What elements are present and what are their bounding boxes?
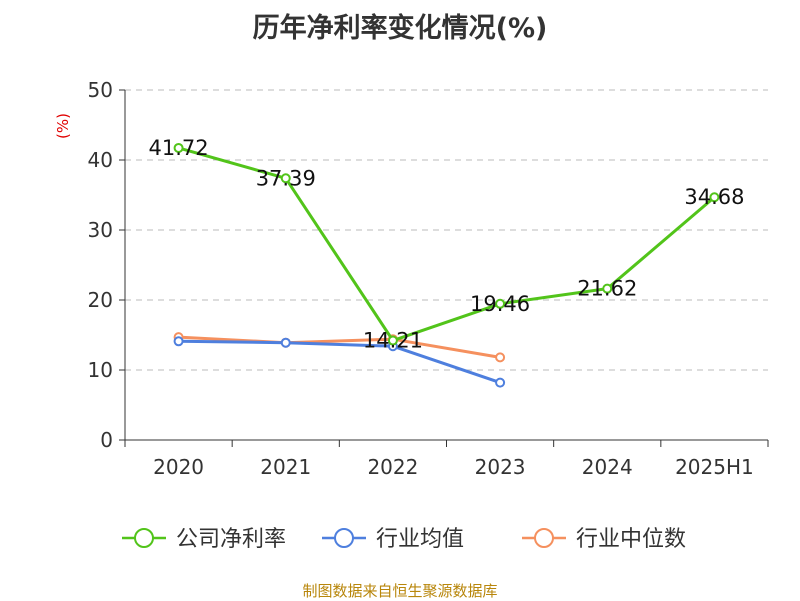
series-line bbox=[178, 335, 501, 359]
source-note: 制图数据来自恒生聚源数据库 bbox=[302, 582, 498, 600]
grid-lines bbox=[125, 89, 768, 371]
axes: 0 10 20 30 40 50 2020 2021 2022 2023 2024 2025H1 (%) bbox=[54, 78, 769, 479]
data-point[interactable] bbox=[495, 377, 506, 388]
data-label: 14.21 bbox=[363, 329, 423, 353]
y-tick-label: 20 bbox=[88, 288, 113, 312]
data-point[interactable] bbox=[280, 173, 291, 184]
series-lines bbox=[173, 142, 720, 388]
legend-swatch-marker bbox=[334, 528, 354, 548]
x-tick-label: 2021 bbox=[260, 455, 311, 479]
legend-label[interactable]: 行业中位数 bbox=[576, 527, 686, 552]
legend-swatch-marker bbox=[134, 528, 154, 548]
legend-swatch-marker bbox=[534, 528, 554, 548]
data-point[interactable] bbox=[495, 352, 506, 363]
legend-label[interactable]: 公司净利率 bbox=[176, 527, 286, 552]
series-line bbox=[178, 339, 501, 385]
data-label: 21.62 bbox=[577, 277, 637, 301]
y-tick-label: 40 bbox=[88, 148, 113, 172]
chart-title: 历年净利率变化情况(%) bbox=[252, 13, 548, 44]
x-tick-label: 2023 bbox=[475, 455, 526, 479]
data-labels: 41.72 37.39 14.21 19.46 21.62 34.68 bbox=[149, 136, 745, 353]
data-label: 37.39 bbox=[256, 166, 316, 190]
x-tick-label: 2022 bbox=[367, 455, 418, 479]
x-tick-label: 2024 bbox=[582, 455, 633, 479]
series-line bbox=[178, 146, 716, 343]
data-point[interactable] bbox=[495, 298, 506, 309]
data-point[interactable] bbox=[173, 142, 184, 153]
data-label: 34.68 bbox=[684, 185, 744, 209]
data-point[interactable] bbox=[602, 283, 613, 294]
data-label: 41.72 bbox=[149, 136, 209, 160]
data-label: 19.46 bbox=[470, 292, 530, 316]
data-point[interactable] bbox=[173, 336, 184, 347]
legend-label[interactable]: 行业均值 bbox=[376, 527, 464, 552]
y-tick-label: 10 bbox=[88, 358, 113, 382]
data-point[interactable] bbox=[387, 335, 398, 346]
y-axis-label: (%) bbox=[54, 113, 72, 139]
x-tick-label: 2025H1 bbox=[675, 455, 754, 479]
data-point[interactable] bbox=[280, 337, 291, 348]
y-tick-label: 50 bbox=[88, 78, 113, 102]
y-tick-label: 0 bbox=[100, 428, 113, 452]
y-tick-label: 30 bbox=[88, 218, 113, 242]
legend: 公司净利率 行业均值 行业中位数 bbox=[122, 527, 686, 552]
data-point[interactable] bbox=[709, 192, 720, 203]
x-tick-label: 2020 bbox=[153, 455, 204, 479]
